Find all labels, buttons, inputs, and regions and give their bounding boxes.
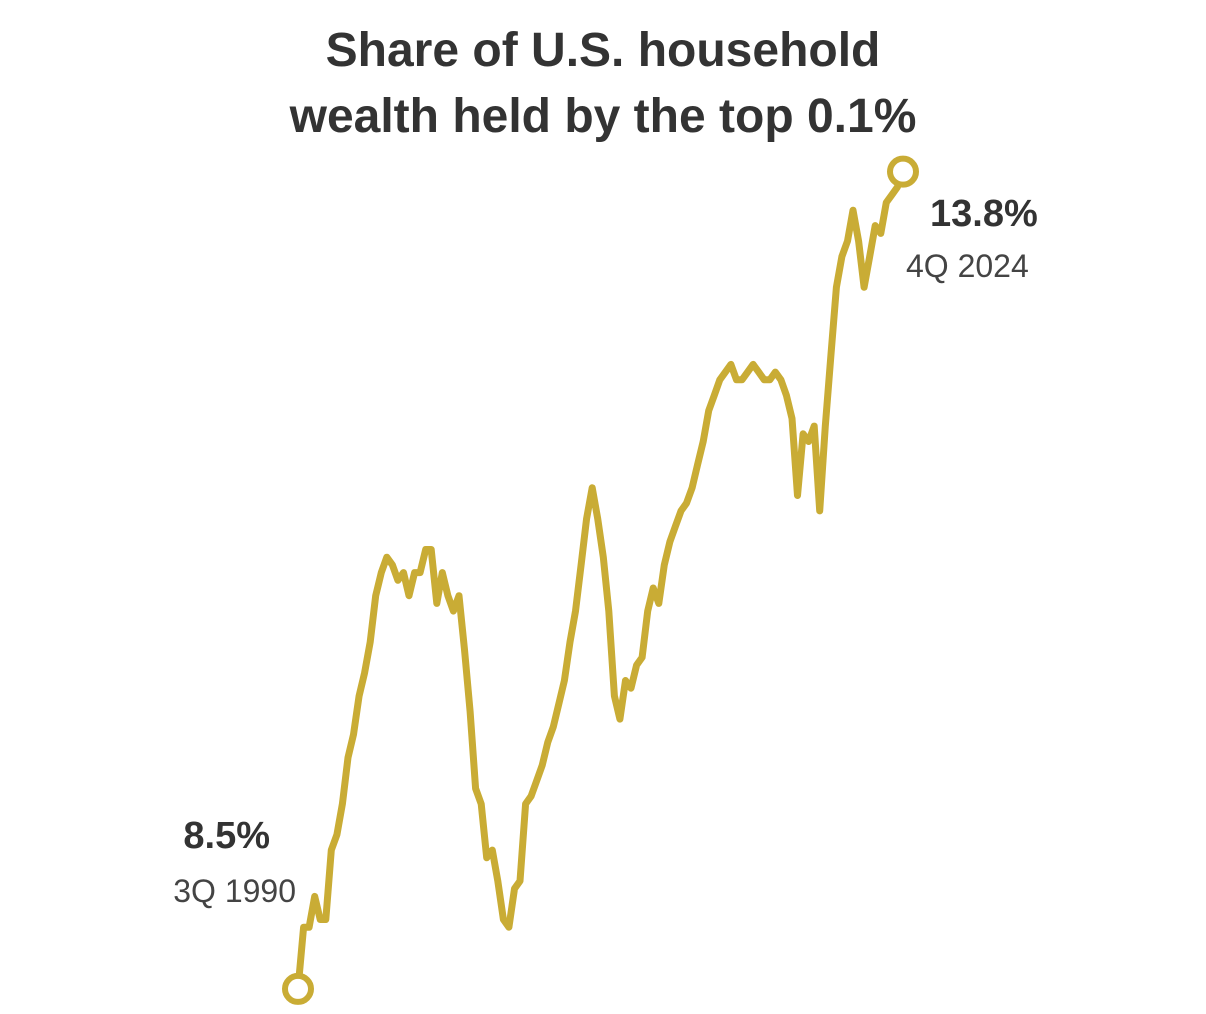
chart-title-line-2: wealth held by the top 0.1% xyxy=(289,90,917,143)
start-point-marker xyxy=(282,972,314,1005)
chart-title-line-1: Share of U.S. household xyxy=(325,24,881,77)
end-date-label: 4Q 2024 xyxy=(906,248,1029,284)
end-point-marker xyxy=(887,155,919,188)
chart-title: Share of U.S. household wealth held by t… xyxy=(0,18,1206,150)
end-value-label: 13.8% xyxy=(930,193,1038,235)
start-value-label: 8.5% xyxy=(183,815,270,857)
wealth-share-line xyxy=(294,168,907,993)
start-date-label: 3Q 1990 xyxy=(173,873,296,909)
